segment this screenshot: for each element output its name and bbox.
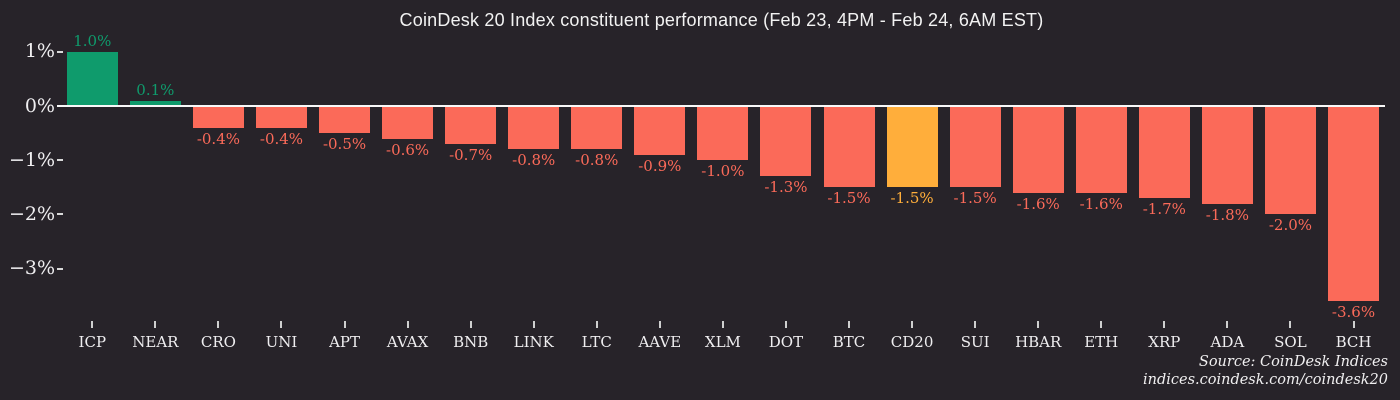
x-axis-label-DOT: DOT xyxy=(768,333,804,351)
bar-UNI xyxy=(255,107,307,128)
source-line1: Source: CoinDesk Indices xyxy=(1198,354,1388,370)
x-axis-label-AAVE: AAVE xyxy=(638,333,682,351)
x-axis-label-APT: APT xyxy=(329,333,360,351)
bar-value-label-CD20: -1.5% xyxy=(890,189,934,208)
bar-value-label-XLM: -1.0% xyxy=(701,162,745,181)
bar-CRO xyxy=(192,107,244,128)
bar-value-label-ADA: -1.8% xyxy=(1205,205,1249,224)
chart-title: CoinDesk 20 Index constituent performanc… xyxy=(399,10,1044,30)
x-axis-tick-mark xyxy=(1037,321,1040,328)
source-attribution: Source: CoinDesk Indices indices.coindes… xyxy=(1143,353,1388,389)
y-axis-tick-mark xyxy=(57,267,63,270)
bar-value-label-ICP: 1.0% xyxy=(73,31,112,50)
bar-value-label-LINK: -0.8% xyxy=(512,151,556,170)
x-axis-tick-mark xyxy=(91,321,94,328)
x-axis-label-ADA: ADA xyxy=(1210,333,1245,351)
bar-BTC xyxy=(823,107,875,188)
x-axis-tick-mark xyxy=(217,321,220,328)
bar-value-label-UNI: -0.4% xyxy=(259,129,304,148)
y-axis-tick-mark xyxy=(57,50,63,53)
x-axis-tick-mark xyxy=(532,321,535,328)
x-axis-tick-mark xyxy=(1163,321,1166,328)
bar-value-label-NEAR: 0.1% xyxy=(136,80,175,99)
x-axis-tick-mark xyxy=(154,321,157,328)
x-axis-label-SUI: SUI xyxy=(960,333,990,351)
x-axis-tick-mark xyxy=(1100,321,1103,328)
zero-baseline xyxy=(57,105,1385,107)
x-axis-tick-mark xyxy=(406,321,409,328)
source-line2: indices.coindesk.com/coindesk20 xyxy=(1142,372,1388,388)
x-axis-tick-mark xyxy=(784,321,787,328)
bar-value-label-SOL: -2.0% xyxy=(1268,216,1313,235)
bar-APT xyxy=(319,107,371,134)
x-axis-tick-mark xyxy=(1226,321,1229,328)
x-axis-tick-mark xyxy=(595,321,598,328)
x-axis-label-XRP: XRP xyxy=(1148,333,1181,351)
bar-LINK xyxy=(508,107,560,150)
x-axis-label-NEAR: NEAR xyxy=(132,333,179,351)
x-axis-tick-mark xyxy=(721,321,724,328)
bar-value-label-BCH: -3.6% xyxy=(1331,303,1376,322)
y-axis-tick-label: 0% xyxy=(24,94,55,117)
x-axis-label-SOL: SOL xyxy=(1274,333,1307,351)
bar-value-label-XRP: -1.7% xyxy=(1142,200,1186,219)
y-axis-tick-label: 1% xyxy=(24,40,55,63)
x-axis-label-AVAX: AVAX xyxy=(386,333,429,351)
x-axis-tick-mark xyxy=(343,321,346,328)
y-axis-tick-label: −1% xyxy=(8,148,55,171)
x-axis-tick-mark xyxy=(974,321,977,328)
x-axis-tick-mark xyxy=(848,321,851,328)
x-axis-label-LINK: LINK xyxy=(513,333,554,351)
bar-AVAX xyxy=(382,107,434,139)
x-axis-label-LTC: LTC xyxy=(581,333,612,351)
bar-BNB xyxy=(445,107,497,144)
x-axis-label-XLM: XLM xyxy=(704,333,741,351)
bar-BCH xyxy=(1328,107,1379,302)
bar-value-label-AAVE: -0.9% xyxy=(638,156,682,175)
bar-CD20 xyxy=(886,107,938,188)
y-axis-tick-label: −3% xyxy=(8,257,55,280)
bar-HBAR xyxy=(1012,107,1064,193)
bar-DOT xyxy=(760,107,812,177)
x-axis-tick-mark xyxy=(1289,321,1292,328)
bar-value-label-CRO: -0.4% xyxy=(196,129,240,148)
x-axis-label-BTC: BTC xyxy=(832,333,866,351)
bar-ADA xyxy=(1201,107,1253,204)
bar-value-label-HBAR: -1.6% xyxy=(1016,194,1060,213)
bar-AAVE xyxy=(634,107,686,155)
x-axis-tick-mark xyxy=(911,321,914,328)
bar-XLM xyxy=(697,107,749,161)
bar-value-label-ETH: -1.6% xyxy=(1079,194,1123,213)
x-axis-tick-mark xyxy=(658,321,661,328)
bar-value-label-BTC: -1.5% xyxy=(827,189,871,208)
x-axis-label-BCH: BCH xyxy=(1335,333,1372,351)
y-axis-tick-label: −2% xyxy=(8,202,55,225)
x-axis-label-ETH: ETH xyxy=(1084,333,1119,351)
bar-value-label-APT: -0.5% xyxy=(322,135,367,154)
bar-SOL xyxy=(1264,107,1316,215)
x-axis-tick-mark xyxy=(1352,321,1355,328)
bar-XRP xyxy=(1138,107,1190,199)
x-axis-tick-mark xyxy=(469,321,472,328)
bar-value-label-BNB: -0.7% xyxy=(449,145,493,164)
x-axis-label-CRO: CRO xyxy=(200,333,236,351)
x-axis-label-BNB: BNB xyxy=(453,333,489,351)
bar-value-label-AVAX: -0.6% xyxy=(386,140,430,159)
x-axis-label-CD20: CD20 xyxy=(890,333,934,351)
x-axis-label-ICP: ICP xyxy=(78,333,107,351)
bar-value-label-DOT: -1.3% xyxy=(764,178,808,197)
y-axis-tick-mark xyxy=(57,159,63,162)
x-axis-tick-mark xyxy=(280,321,283,328)
bar-value-label-LTC: -0.8% xyxy=(575,151,619,170)
x-axis-label-HBAR: HBAR xyxy=(1015,333,1062,351)
bar-ETH xyxy=(1075,107,1127,193)
bar-LTC xyxy=(571,107,623,150)
bar-ICP xyxy=(66,51,118,105)
bar-SUI xyxy=(949,107,1001,188)
bar-value-label-SUI: -1.5% xyxy=(953,189,997,208)
bar-NEAR xyxy=(129,100,181,105)
x-axis-label-UNI: UNI xyxy=(265,333,298,351)
y-axis-tick-mark xyxy=(57,213,63,216)
